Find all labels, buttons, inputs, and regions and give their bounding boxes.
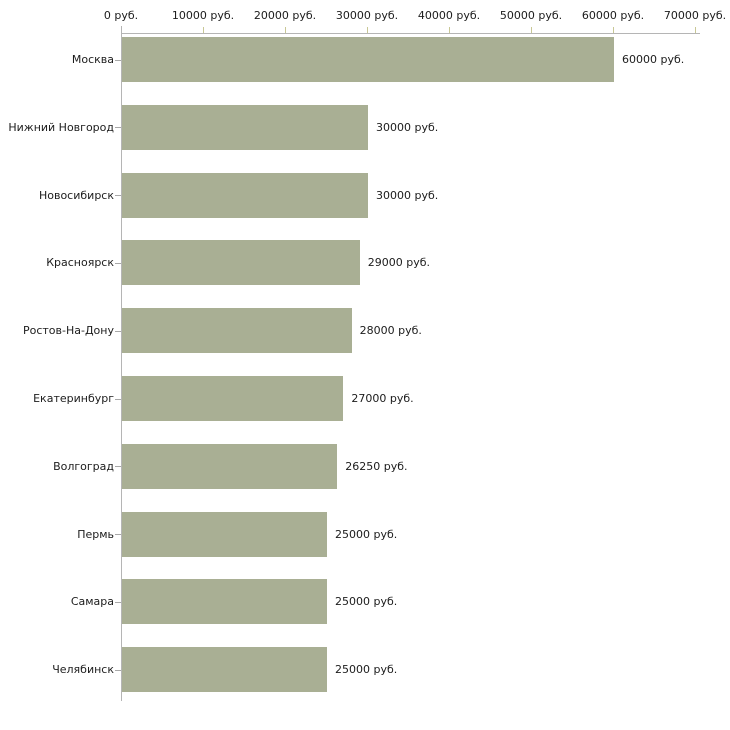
value-label: 25000 руб. bbox=[335, 663, 398, 677]
value-label: 28000 руб. bbox=[359, 324, 422, 338]
y-axis-tick bbox=[115, 534, 121, 535]
category-label: Екатеринбург bbox=[33, 392, 114, 405]
y-axis-line bbox=[121, 26, 122, 701]
value-label: 26250 руб. bbox=[345, 459, 408, 473]
value-label: 29000 руб. bbox=[367, 256, 431, 270]
x-axis-tick bbox=[531, 27, 532, 33]
x-axis-tick bbox=[285, 27, 286, 33]
category-label: Самара bbox=[70, 595, 114, 609]
x-axis-tick-label: 0 руб. bbox=[103, 9, 139, 22]
bar bbox=[122, 647, 327, 693]
category-label: Пермь bbox=[77, 527, 114, 541]
x-axis-tick bbox=[367, 27, 368, 33]
category-label: Волгоград bbox=[53, 459, 114, 473]
x-axis-tick-label: 40000 руб. bbox=[417, 9, 481, 22]
x-axis-tick-label: 10000 руб. bbox=[171, 9, 235, 22]
y-axis-tick bbox=[115, 127, 121, 128]
x-axis-tick-label: 30000 руб. bbox=[335, 9, 399, 22]
bar bbox=[122, 443, 338, 489]
value-label: 60000 руб. bbox=[622, 53, 685, 66]
y-axis-tick bbox=[115, 195, 121, 196]
value-label: 25000 руб. bbox=[335, 527, 398, 541]
bar bbox=[122, 240, 360, 286]
bar bbox=[122, 172, 368, 218]
category-label: Челябинск bbox=[52, 663, 114, 677]
x-axis-tick bbox=[695, 27, 696, 33]
category-label: Нижний Новгород bbox=[8, 120, 114, 134]
x-axis-tick bbox=[449, 27, 450, 33]
value-label: 27000 руб. bbox=[351, 392, 414, 405]
bar bbox=[122, 37, 614, 82]
category-label: Москва bbox=[71, 53, 114, 66]
value-label: 30000 руб. bbox=[376, 188, 439, 202]
y-axis-tick bbox=[115, 399, 121, 400]
bar bbox=[122, 579, 327, 625]
y-axis-tick bbox=[115, 670, 121, 671]
value-label: 25000 руб. bbox=[335, 595, 398, 609]
category-label: Новосибирск bbox=[38, 188, 114, 202]
category-label: Ростов-На-Дону bbox=[22, 324, 114, 338]
y-axis-tick bbox=[115, 466, 121, 467]
x-axis-tick-label: 20000 руб. bbox=[253, 9, 317, 22]
x-axis-tick bbox=[203, 27, 204, 33]
x-axis-line bbox=[121, 33, 700, 34]
x-axis-tick-label: 70000 руб. bbox=[663, 9, 727, 22]
x-axis-tick-label: 50000 руб. bbox=[499, 9, 563, 22]
y-axis-tick bbox=[115, 60, 121, 61]
y-axis-tick bbox=[115, 331, 121, 332]
bar bbox=[122, 376, 344, 421]
x-axis-tick bbox=[613, 27, 614, 33]
bar bbox=[122, 511, 327, 557]
bar bbox=[122, 104, 368, 150]
y-axis-tick bbox=[115, 263, 121, 264]
y-axis-tick bbox=[115, 602, 121, 603]
value-label: 30000 руб. bbox=[376, 120, 439, 134]
category-label: Красноярск bbox=[46, 256, 114, 270]
x-axis-tick-label: 60000 руб. bbox=[581, 9, 645, 22]
bar bbox=[122, 308, 352, 354]
